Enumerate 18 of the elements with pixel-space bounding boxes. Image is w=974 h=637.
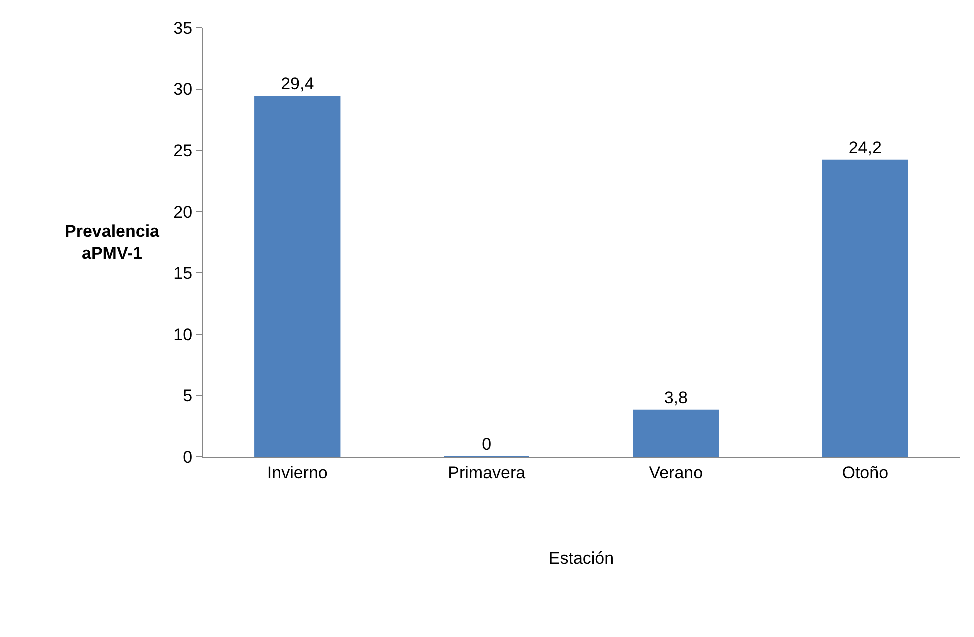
data-label: 0 — [482, 435, 492, 454]
y-tick-label: 35 — [174, 18, 193, 38]
y-tick-label: 10 — [174, 325, 193, 344]
x-tick-label: Verano — [649, 463, 704, 482]
y-tick-label: 20 — [174, 202, 193, 222]
x-tick-label: Invierno — [267, 463, 328, 482]
data-label: 29,4 — [281, 74, 314, 94]
x-tick-label: Primavera — [448, 463, 526, 482]
y-axis-title: Prevalencia aPMV-1 — [65, 222, 160, 264]
x-tick-label: Otoño — [842, 463, 889, 482]
data-label: 24,2 — [848, 138, 882, 158]
y-tick-label: 15 — [174, 264, 193, 284]
y-tick-label: 25 — [174, 142, 193, 161]
x-axis-title: Estación — [548, 548, 614, 568]
y-tick-label: 5 — [183, 386, 193, 406]
y-tick-label: 30 — [174, 80, 193, 100]
data-label: 3,8 — [664, 388, 688, 408]
y-tick-label: 0 — [183, 448, 193, 467]
